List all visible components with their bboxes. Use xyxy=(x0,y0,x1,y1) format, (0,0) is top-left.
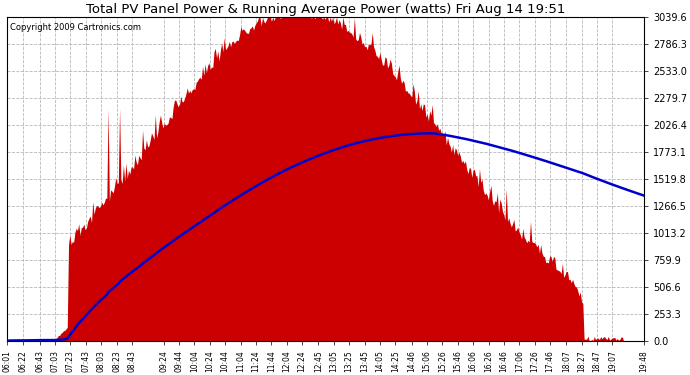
Title: Total PV Panel Power & Running Average Power (watts) Fri Aug 14 19:51: Total PV Panel Power & Running Average P… xyxy=(86,3,565,16)
Text: Copyright 2009 Cartronics.com: Copyright 2009 Cartronics.com xyxy=(10,23,141,32)
